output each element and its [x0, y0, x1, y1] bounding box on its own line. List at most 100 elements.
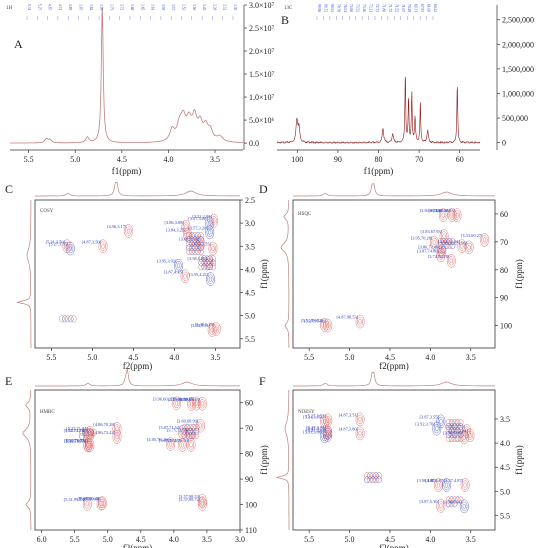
y-axis-title: f1(ppm) [514, 445, 524, 475]
contour-cluster [449, 242, 456, 249]
peak-label: 3.30 [233, 4, 237, 10]
cross-peak-contour [184, 230, 191, 240]
contour-cluster [204, 255, 210, 263]
contour-cluster [198, 259, 204, 267]
contour-cluster [454, 427, 461, 435]
contour-cluster [446, 242, 453, 249]
contour-cluster [437, 238, 444, 245]
cross-peak-contour [482, 237, 487, 243]
cross-peak-contour [196, 236, 206, 251]
cross-peak-contour [439, 503, 443, 509]
contour-cluster [448, 427, 455, 435]
peak-label: 72.73 [375, 4, 379, 12]
panel-D: [3.84,60.43][3.67,60.43][3.73,60.38] [3.8… [259, 182, 524, 371]
panel-label: A [14, 37, 23, 51]
cross-peak-label: [5.30,76.51] [64, 438, 86, 444]
x-tick-label: 4.5 [385, 353, 395, 362]
cross-peak-contour [439, 252, 443, 258]
cross-peak-contour [197, 497, 207, 511]
x-tick-label: 5.0 [103, 535, 113, 544]
contour-cluster [454, 423, 461, 431]
x-tick-label: 4.0 [425, 353, 435, 362]
cross-peak-label: [3.87,76.55] [159, 438, 181, 444]
cross-peak-contour [188, 399, 195, 409]
y-tick-label: 0 [502, 139, 506, 148]
y-tick-label: 1.5×10⁷ [249, 70, 275, 79]
contour-cluster [210, 263, 216, 271]
x-tick-label: 5.5 [46, 353, 56, 362]
cross-peak-label: [3.54,5.31] [191, 323, 211, 329]
y-tick-label: 5.0 [500, 487, 510, 496]
contour-cluster [440, 242, 447, 249]
cross-peak-label: [4.87,3.51] [339, 412, 359, 418]
cross-peak-contour [182, 271, 189, 281]
cross-peak-contour [187, 397, 197, 411]
contour-cluster [207, 255, 213, 263]
peak-label: 76.51 [343, 4, 347, 12]
left-projection [275, 390, 290, 530]
cross-peak-contour [63, 241, 70, 251]
cross-peak-label: [5.30,76.78] [64, 438, 86, 444]
peak-label: 61.00 [427, 4, 431, 12]
contour-cluster [189, 236, 195, 244]
contour-cluster [451, 427, 458, 435]
panel-label: F [259, 374, 266, 388]
contour-cluster [186, 248, 192, 256]
x-axis-title: f1(ppm) [112, 166, 142, 176]
contour-cluster [449, 238, 456, 245]
contour-cluster [454, 496, 461, 504]
cross-peak-contour [436, 482, 441, 488]
y-tick-label: 2.5 [245, 196, 255, 205]
cross-peak-contour [206, 272, 215, 286]
contour-cluster [192, 248, 198, 256]
cross-peak-contour [322, 418, 327, 424]
cross-peak-contour [180, 269, 190, 284]
cross-peak-label: [5.10,99.60] [78, 497, 100, 503]
y-tick-label: 5.5 [245, 335, 255, 344]
contour-cluster [190, 423, 197, 431]
cross-peak-contour [431, 238, 438, 248]
contour-cluster [181, 423, 188, 431]
y-tick-label: 4.5 [500, 463, 510, 472]
contour-cluster [364, 472, 370, 480]
contour-cluster [186, 232, 192, 240]
cross-peak-label: [3.87,74.80] [417, 248, 439, 254]
panel-B: 100 90 80 70 60 f1(ppm) 2,500,000 2,000,000 1,50… [276, 4, 534, 176]
cross-peak-contour [437, 416, 444, 426]
cross-peak-contour [468, 432, 472, 438]
contour-cluster [62, 315, 68, 323]
cross-peak-contour [326, 418, 330, 423]
contour-cluster [451, 431, 458, 439]
cross-peak-contour [166, 437, 175, 451]
spectrum-line-A [10, 7, 243, 144]
cross-peak-label: [5.27,3.79] [306, 426, 326, 432]
cross-peak-contour [357, 428, 364, 439]
cross-peak-contour [432, 240, 436, 246]
x-tick-label: 4.0 [163, 155, 173, 164]
cross-peak-contour [323, 318, 333, 333]
x-tick-label: 70 [415, 155, 423, 164]
contour-cluster [457, 419, 464, 427]
cross-peak-contour [167, 439, 174, 449]
cross-peak-contour [321, 416, 328, 426]
x-tick-label: 4.5 [136, 535, 146, 544]
contour-cluster [192, 232, 198, 240]
cross-peak-label: [3.33,69.27] [461, 233, 483, 239]
contour-cluster [201, 263, 207, 271]
contour-cluster [448, 435, 455, 443]
cross-peak-contour [189, 442, 193, 448]
cross-peak-label: [3.74,76.78] [428, 254, 450, 260]
y-tick-label: 5.5 [500, 512, 510, 521]
x-tick-label: 80 [375, 155, 383, 164]
cross-peak-contour [481, 235, 488, 245]
cross-peak-contour [199, 496, 206, 506]
cross-peak-contour [208, 229, 212, 235]
cross-peak-contour [211, 246, 215, 251]
contour-cluster [79, 428, 85, 436]
contour-cluster [198, 244, 204, 252]
contour-cluster [445, 427, 452, 435]
contour-cluster [82, 428, 88, 436]
cross-peak-contour [208, 241, 218, 256]
cross-peak-label: [5.27,3.77] [306, 425, 326, 431]
cross-peak-contour [209, 325, 216, 335]
